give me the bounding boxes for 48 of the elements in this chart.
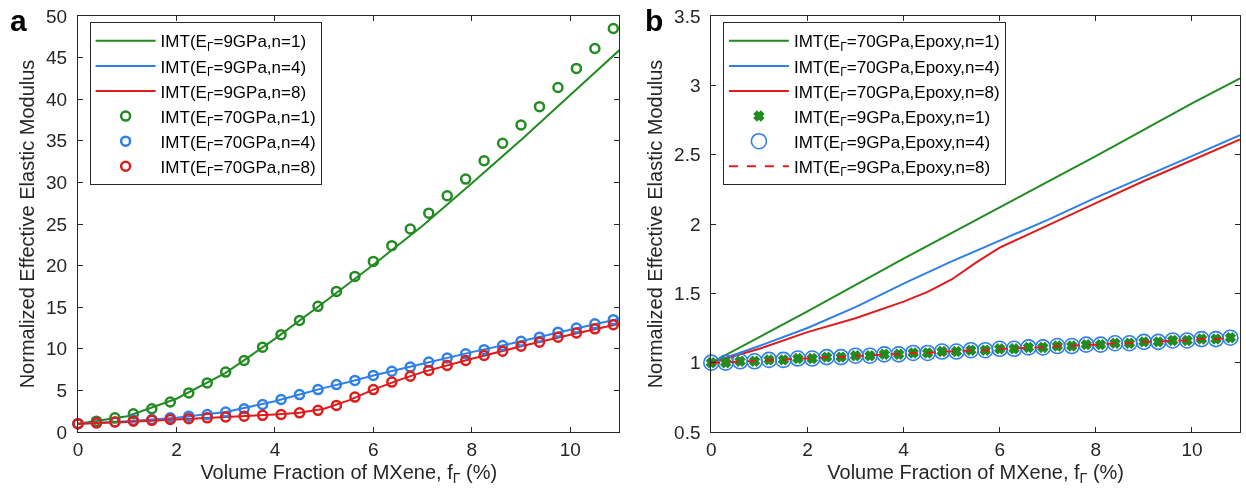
legend-label: IMT(E$_{Γ}$=70GPa,n=4) <box>160 132 316 155</box>
x-tick-label: 2 <box>171 438 182 460</box>
legend-label: IMT(E$_{Γ}$=9GPa,Epoxy,n=8) <box>793 157 991 180</box>
y-tick-label: 50 <box>46 5 68 27</box>
y-axis-title: Normalized Effective Elastic Modulus <box>15 59 38 389</box>
legend-label: IMT(E$_{Γ}$=9GPa,n=8) <box>160 82 307 105</box>
legend-label: IMT(E$_{Γ}$=70GPa,n=1) <box>160 107 316 130</box>
y-tick-label: 10 <box>46 338 68 360</box>
y-axis-title: Normalized Effective Elastic Modulus <box>643 59 666 389</box>
y-tick-label: 3 <box>689 74 701 96</box>
y-tick-label: 20 <box>46 255 68 277</box>
x-tick-label: 8 <box>1090 438 1102 460</box>
x-tick-label: 6 <box>368 438 379 460</box>
legend-label: IMT(E$_{Γ}$=9GPa,n=4) <box>160 57 307 80</box>
legend-label: IMT(E$_{Γ}$=70GPa,Epoxy,n=1) <box>793 32 1000 54</box>
y-tick-label: 5 <box>56 380 68 402</box>
x-tick-label: 0 <box>706 438 717 460</box>
y-tick-label: 45 <box>46 47 68 69</box>
y-tick-label: 2.5 <box>674 144 701 166</box>
x-tick-label: 10 <box>559 438 581 460</box>
legend-label: IMT(E$_{Γ}$=70GPa,Epoxy,n=4) <box>793 57 1000 80</box>
legend-label: IMT(E$_{Γ}$=9GPa,n=1) <box>160 32 307 54</box>
x-axis-title: Volume Fraction of MXene, f$_{Γ}$ (%) <box>827 461 1125 487</box>
x-tick-label: 2 <box>802 438 813 460</box>
y-tick-label: 1.5 <box>674 282 701 304</box>
x-tick-label: 8 <box>466 438 478 460</box>
y-tick-label: 40 <box>46 88 68 110</box>
chart-title: a <box>10 4 27 37</box>
chart-title: b <box>645 4 664 37</box>
y-tick-label: 35 <box>46 130 68 152</box>
x-axis-title: Volume Fraction of MXene, f$_{Γ}$ (%) <box>200 461 498 487</box>
y-tick-label: 0 <box>56 421 68 443</box>
x-tick-label: 4 <box>898 438 910 460</box>
x-tick-label: 10 <box>1181 438 1203 460</box>
y-tick-label: 3.5 <box>674 5 701 27</box>
y-tick-label: 30 <box>46 172 68 194</box>
y-tick-label: 2 <box>689 213 701 235</box>
x-tick-label: 6 <box>994 438 1005 460</box>
y-tick-label: 15 <box>46 296 68 318</box>
x-tick-label: 0 <box>72 438 84 460</box>
legend-label: IMT(E$_{Γ}$=9GPa,Epoxy,n=1) <box>793 107 991 130</box>
legend-label: IMT(E$_{Γ}$=9GPa,Epoxy,n=4) <box>793 132 991 155</box>
legend-label: IMT(E$_{Γ}$=70GPa,Epoxy,n=8) <box>793 82 1000 105</box>
y-tick-label: 1 <box>689 352 701 374</box>
legend-label: IMT(E$_{Γ}$=70GPa,n=8) <box>160 157 316 180</box>
y-tick-label: 25 <box>46 213 68 235</box>
x-tick-label: 4 <box>269 438 281 460</box>
y-tick-label: 0.5 <box>674 421 701 443</box>
